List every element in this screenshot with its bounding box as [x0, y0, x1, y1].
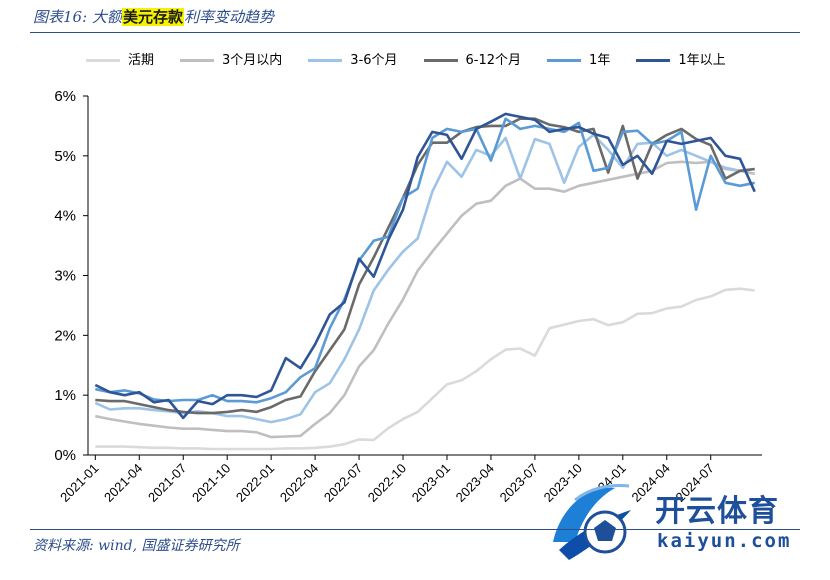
title-suffix: 利率变动趋势: [183, 8, 274, 26]
x-tick-label: 2023-07: [497, 461, 541, 505]
header-rule: [30, 32, 800, 33]
title-prefix: 大额: [91, 8, 122, 26]
legend-item: 1年: [547, 49, 610, 68]
legend-item: 3个月以内: [180, 49, 282, 68]
y-tick-label: 0%: [54, 447, 76, 464]
y-tick-label: 5%: [54, 148, 76, 165]
x-tick-label: 2021-10: [189, 461, 233, 505]
series-line: [95, 117, 755, 404]
watermark-brand: 开云体育: [655, 494, 779, 529]
figure-title: 图表16: 大额美元存款利率变动趋势: [33, 6, 274, 27]
legend-item: 1年以上: [636, 49, 726, 68]
legend-swatch: [180, 59, 215, 62]
legend-swatch: [423, 59, 458, 62]
watermark: 开云体育 kaiyun.com: [545, 480, 815, 565]
x-tick-label: 2023-01: [409, 461, 453, 505]
figure-label: 图表16:: [33, 8, 88, 26]
y-tick-label: 4%: [54, 208, 76, 225]
legend-label: 3个月以内: [222, 53, 283, 68]
x-tick-label: 2022-04: [277, 461, 321, 505]
legend-label: 3-6个月: [350, 53, 398, 68]
y-tick-label: 2%: [54, 327, 76, 344]
y-tick-label: 1%: [54, 387, 76, 404]
kaiyun-logo-icon: [553, 484, 631, 560]
legend-item: 3-6个月: [308, 49, 398, 68]
legend-swatch: [308, 59, 343, 62]
x-tick-label: 2021-01: [57, 461, 101, 505]
title-highlight: 美元存款: [121, 8, 184, 26]
legend-item: 活期: [86, 49, 154, 68]
y-tick-label: 6%: [54, 88, 76, 105]
x-tick-label: 2022-07: [321, 461, 365, 505]
source-note: 资料来源: wind, 国盛证券研究所: [33, 538, 240, 554]
y-tick-label: 3%: [54, 268, 76, 285]
series-line: [94, 112, 756, 420]
series-line: [95, 160, 755, 439]
x-tick-label: 2021-04: [101, 461, 145, 505]
legend-label: 1年: [589, 53, 611, 68]
line-chart: 0% 1% 2% 3% 4% 5% 6% 2021-01 2021-04 2021-07 2021-…: [54, 88, 762, 505]
legend-item: 6-12个月: [423, 49, 522, 68]
legend-swatch: [86, 59, 120, 62]
x-tick-label: 2022-10: [365, 461, 409, 505]
legend-label: 1年以上: [678, 53, 726, 68]
footer-rule: [30, 529, 800, 530]
x-tick-label: 2023-04: [453, 461, 497, 505]
legend-label: 活期: [128, 53, 155, 68]
watermark-url: kaiyun.com: [657, 530, 792, 552]
legend-swatch: [636, 59, 671, 62]
x-tick-label: 2022-01: [233, 461, 277, 505]
x-tick-label: 2021-07: [145, 461, 189, 505]
legend-swatch: [547, 59, 582, 62]
legend-label: 6-12个月: [465, 53, 522, 68]
series-line: [95, 287, 755, 451]
chart-legend: 活期 3个月以内 3-6个月 6-12个月 1年 1年以上: [86, 48, 752, 72]
series-line: [95, 117, 755, 415]
series-line: [94, 133, 755, 424]
